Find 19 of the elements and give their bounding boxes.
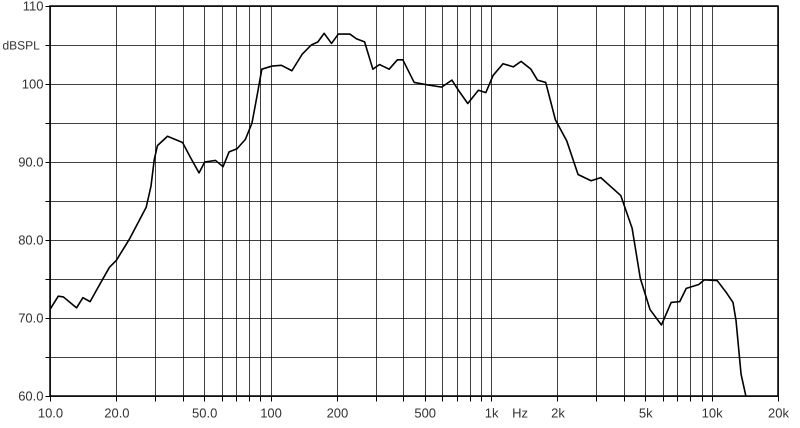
- x-tick-label: 20.0: [104, 406, 130, 420]
- y-tick-label: 90.0: [18, 154, 44, 170]
- y-tick-label: 60.0: [18, 388, 44, 404]
- y-tick-label: 70.0: [18, 310, 44, 326]
- x-tick-label: 2k: [551, 406, 566, 420]
- x-tick-label: 100: [260, 406, 282, 420]
- x-tick-label: 500: [414, 406, 436, 420]
- y-tick-label: 100: [22, 76, 44, 92]
- y-tick-label: 80.0: [18, 232, 44, 248]
- x-tick-label: 50.0: [192, 406, 218, 420]
- x-axis-title: Hz: [512, 406, 528, 420]
- x-tick-label: 5k: [638, 406, 654, 420]
- x-tick-label: 1k: [484, 406, 499, 420]
- x-tick-label: 10k: [702, 406, 724, 420]
- x-tick-label: 10.0: [38, 406, 64, 420]
- y-tick-label: 110: [22, 0, 44, 14]
- x-tick-label: 200: [326, 406, 348, 420]
- y-axis-title: dBSPL: [2, 38, 40, 52]
- x-tick-label: 20k: [768, 406, 790, 420]
